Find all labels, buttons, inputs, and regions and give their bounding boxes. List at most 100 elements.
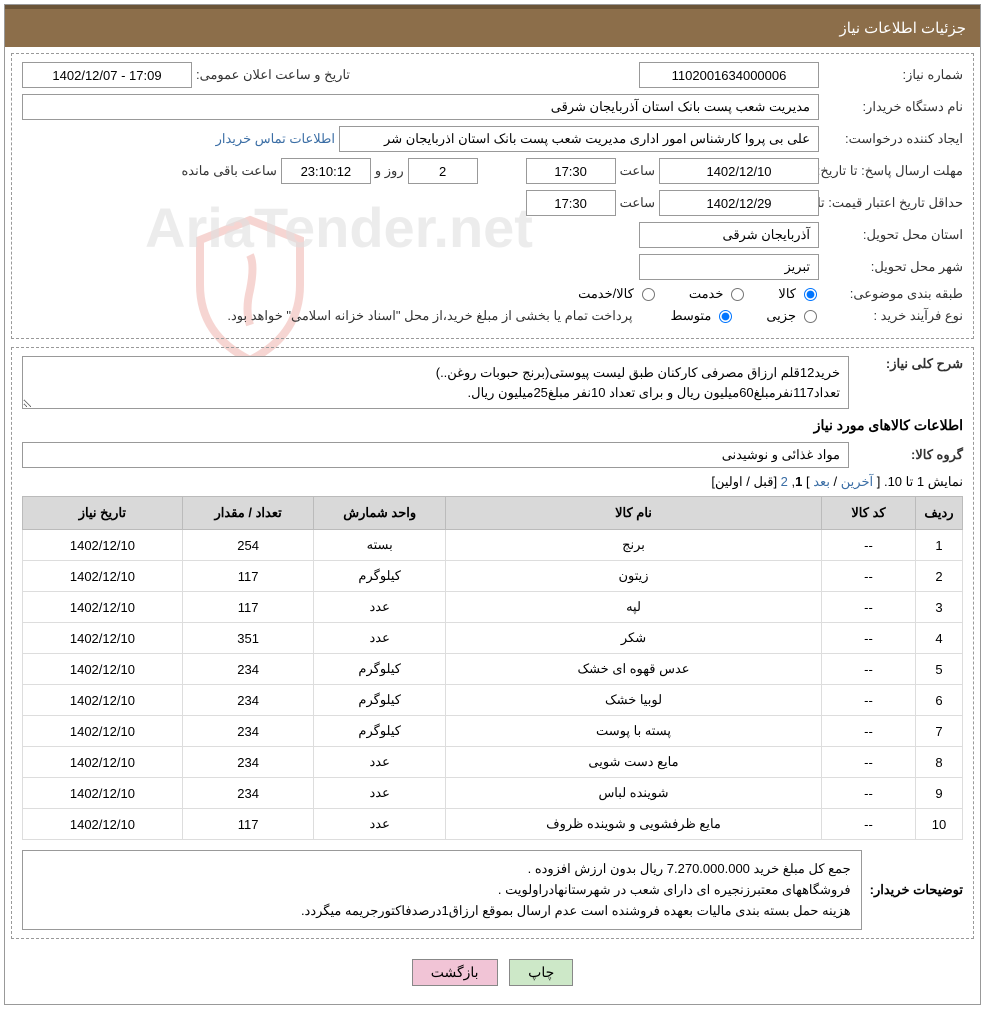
list-section: شرح کلی نیاز: خرید12قلم ارزاق مصرفی کارک… <box>11 347 974 939</box>
table-cell: شوینده لباس <box>446 778 822 809</box>
description-textarea[interactable]: خرید12قلم ارزاق مصرفی کارکنان طبق لیست پ… <box>22 356 849 409</box>
table-cell: کیلوگرم <box>314 685 446 716</box>
table-row: 7--پسته با پوستکیلوگرم2341402/12/10 <box>23 716 963 747</box>
row-province: استان محل تحویل: آذربایجان شرقی <box>22 222 963 248</box>
table-cell: 1402/12/10 <box>23 623 183 654</box>
table-cell: 2 <box>916 561 963 592</box>
table-cell: 7 <box>916 716 963 747</box>
category-label: طبقه بندی موضوعی: <box>823 286 963 302</box>
table-cell: شکر <box>446 623 822 654</box>
col-item-name: نام کالا <box>446 497 822 530</box>
description-line1: خرید12قلم ارزاق مصرفی کارکنان طبق لیست پ… <box>31 363 840 383</box>
pagination-next-link[interactable]: بعد <box>813 474 830 489</box>
validity-time-field: 17:30 <box>526 190 616 216</box>
table-cell: 1402/12/10 <box>23 778 183 809</box>
province-label: استان محل تحویل: <box>823 227 963 243</box>
pagination-suffix: [قبل / اولین] <box>711 474 780 489</box>
table-cell: -- <box>822 747 916 778</box>
buyer-notes-row: توضیحات خریدار: جمع کل مبلغ خرید 7.270.0… <box>22 850 963 930</box>
purchase-note: پرداخت تمام یا بخشی از مبلغ خرید،از محل … <box>227 308 632 324</box>
table-row: 3--لپهعدد1171402/12/10 <box>23 592 963 623</box>
table-cell: 1402/12/10 <box>23 561 183 592</box>
table-cell: 351 <box>182 623 314 654</box>
table-cell: -- <box>822 778 916 809</box>
category-goods-service-label: کالا/خدمت <box>578 286 634 302</box>
table-cell: 6 <box>916 685 963 716</box>
table-cell: 5 <box>916 654 963 685</box>
row-category: طبقه بندی موضوعی: کالا خدمت کالا/خدمت <box>22 286 963 302</box>
row-goods-group: گروه کالا: مواد غذائی و نوشیدنی <box>22 442 963 468</box>
deadline-time-field: 17:30 <box>526 158 616 184</box>
buyer-notes-box: جمع کل مبلغ خرید 7.270.000.000 ریال بدون… <box>22 850 862 930</box>
countdown-field: 23:10:12 <box>281 158 371 184</box>
purchase-medium-radio[interactable] <box>719 310 732 323</box>
table-cell: پسته با پوست <box>446 716 822 747</box>
goods-group-field: مواد غذائی و نوشیدنی <box>22 442 849 468</box>
category-radio-group: کالا خدمت کالا/خدمت <box>578 286 819 302</box>
table-cell: بسته <box>314 530 446 561</box>
description-label: شرح کلی نیاز: <box>853 356 963 372</box>
print-button[interactable]: چاپ <box>509 959 573 986</box>
table-cell: 254 <box>182 530 314 561</box>
table-cell: 1402/12/10 <box>23 747 183 778</box>
validity-label: حداقل تاریخ اعتبار قیمت: تا تاریخ: <box>823 195 963 211</box>
table-row: 5--عدس قهوه ای خشککیلوگرم2341402/12/10 <box>23 654 963 685</box>
table-cell: برنج <box>446 530 822 561</box>
table-row: 8--مایع دست شوییعدد2341402/12/10 <box>23 747 963 778</box>
buyer-notes-line3: هزینه حمل بسته بندی مالیات بعهده فروشنده… <box>33 901 851 922</box>
row-city: شهر محل تحویل: تبریز <box>22 254 963 280</box>
col-row-num: ردیف <box>916 497 963 530</box>
table-cell: مایع ظرفشویی و شوینده ظروف <box>446 809 822 840</box>
col-unit: واحد شمارش <box>314 497 446 530</box>
requester-label: ایجاد کننده درخواست: <box>823 131 963 147</box>
table-cell: 1402/12/10 <box>23 530 183 561</box>
buyer-contact-link[interactable]: اطلاعات تماس خریدار <box>216 131 335 147</box>
table-cell: کیلوگرم <box>314 561 446 592</box>
table-cell: 234 <box>182 685 314 716</box>
table-cell: 9 <box>916 778 963 809</box>
table-cell: -- <box>822 530 916 561</box>
main-container: AriaTender.net جزئیات اطلاعات نیاز شماره… <box>4 4 981 1005</box>
purchase-medium-label: متوسط <box>670 308 711 324</box>
table-cell: -- <box>822 592 916 623</box>
table-row: 2--زیتونکیلوگرم1171402/12/10 <box>23 561 963 592</box>
table-cell: 1402/12/10 <box>23 685 183 716</box>
validity-date-field: 1402/12/29 <box>659 190 819 216</box>
deadline-label: مهلت ارسال پاسخ: تا تاریخ: <box>823 163 963 179</box>
table-cell: 234 <box>182 654 314 685</box>
table-row: 4--شکرعدد3511402/12/10 <box>23 623 963 654</box>
purchase-partial-radio[interactable] <box>804 310 817 323</box>
row-need-number: شماره نیاز: 1102001634000006 تاریخ و ساع… <box>22 62 963 88</box>
table-cell: عدد <box>314 778 446 809</box>
table-cell: کیلوگرم <box>314 716 446 747</box>
row-validity: حداقل تاریخ اعتبار قیمت: تا تاریخ: 1402/… <box>22 190 963 216</box>
table-cell: -- <box>822 654 916 685</box>
table-cell: 234 <box>182 716 314 747</box>
table-cell: 1 <box>916 530 963 561</box>
pagination-page2-link[interactable]: 2 <box>781 474 788 489</box>
category-goods-radio[interactable] <box>804 288 817 301</box>
category-goods-label: کالا <box>778 286 796 302</box>
description-line2: تعداد117نفرمبلغ60میلیون ریال و برای تعدا… <box>31 383 840 403</box>
days-and-label: روز و <box>375 163 404 179</box>
row-purchase-type: نوع فرآیند خرید : جزیی متوسط پرداخت تمام… <box>22 308 963 324</box>
goods-list-title: اطلاعات کالاهای مورد نیاز <box>22 417 963 434</box>
table-cell: لپه <box>446 592 822 623</box>
row-buyer-org: نام دستگاه خریدار: مدیریت شعب پست بانک ا… <box>22 94 963 120</box>
table-cell: -- <box>822 809 916 840</box>
pagination-last-link[interactable]: آخرین <box>841 474 873 489</box>
goods-group-label: گروه کالا: <box>853 447 963 463</box>
table-cell: 10 <box>916 809 963 840</box>
table-cell: 1402/12/10 <box>23 716 183 747</box>
button-row: چاپ بازگشت <box>11 947 974 998</box>
category-service-radio[interactable] <box>731 288 744 301</box>
goods-table: ردیف کد کالا نام کالا واحد شمارش تعداد /… <box>22 496 963 840</box>
need-number-label: شماره نیاز: <box>823 67 963 83</box>
table-cell: 234 <box>182 778 314 809</box>
pagination-prefix: نمایش 1 تا 10. [ <box>873 474 963 489</box>
back-button[interactable]: بازگشت <box>412 959 498 986</box>
category-goods-service-radio[interactable] <box>642 288 655 301</box>
table-cell: عدد <box>314 592 446 623</box>
buyer-org-label: نام دستگاه خریدار: <box>823 99 963 115</box>
row-requester: ایجاد کننده درخواست: علی بی پروا کارشناس… <box>22 126 963 152</box>
